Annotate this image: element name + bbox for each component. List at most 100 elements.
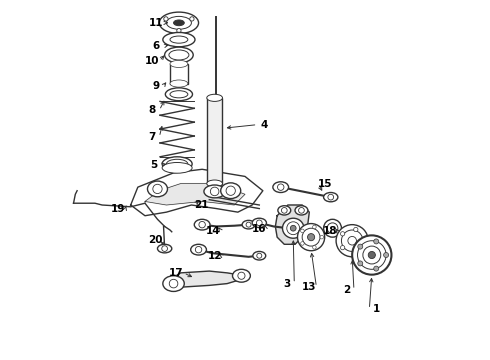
Text: 3: 3 xyxy=(284,279,291,289)
Circle shape xyxy=(341,231,345,236)
Circle shape xyxy=(348,237,356,245)
Polygon shape xyxy=(275,205,309,244)
Text: 17: 17 xyxy=(169,268,184,278)
Circle shape xyxy=(226,186,235,195)
Circle shape xyxy=(169,279,178,288)
Ellipse shape xyxy=(358,241,386,269)
Circle shape xyxy=(281,207,287,213)
Ellipse shape xyxy=(273,182,289,193)
Circle shape xyxy=(354,228,358,231)
Ellipse shape xyxy=(295,206,308,215)
Ellipse shape xyxy=(162,157,192,171)
Circle shape xyxy=(296,227,301,232)
Circle shape xyxy=(358,261,363,266)
Ellipse shape xyxy=(363,246,381,264)
Ellipse shape xyxy=(170,60,188,67)
Circle shape xyxy=(162,246,168,251)
Ellipse shape xyxy=(162,162,192,173)
Ellipse shape xyxy=(302,228,320,246)
Text: 11: 11 xyxy=(149,18,164,28)
Circle shape xyxy=(308,234,315,241)
Ellipse shape xyxy=(253,251,266,260)
Text: 13: 13 xyxy=(302,282,317,292)
Circle shape xyxy=(301,229,304,233)
Circle shape xyxy=(210,187,219,196)
Ellipse shape xyxy=(170,91,188,98)
Polygon shape xyxy=(167,271,245,287)
Text: 21: 21 xyxy=(194,200,209,210)
Polygon shape xyxy=(145,184,245,205)
Ellipse shape xyxy=(147,181,168,197)
Circle shape xyxy=(277,184,284,190)
Circle shape xyxy=(358,244,363,249)
Bar xyxy=(207,98,222,184)
Circle shape xyxy=(354,250,358,254)
Circle shape xyxy=(384,252,389,257)
Text: 1: 1 xyxy=(373,304,380,314)
Ellipse shape xyxy=(191,244,206,255)
Circle shape xyxy=(153,184,162,194)
Text: 19: 19 xyxy=(111,203,125,213)
Ellipse shape xyxy=(220,183,241,199)
Ellipse shape xyxy=(252,218,267,228)
Ellipse shape xyxy=(163,276,184,292)
Circle shape xyxy=(287,222,300,235)
Text: 15: 15 xyxy=(318,179,333,189)
Text: 12: 12 xyxy=(207,251,222,261)
Text: 9: 9 xyxy=(152,81,159,91)
Ellipse shape xyxy=(170,36,188,43)
Text: 10: 10 xyxy=(145,56,159,66)
Ellipse shape xyxy=(336,225,368,257)
Circle shape xyxy=(341,246,345,250)
Ellipse shape xyxy=(163,32,195,47)
Ellipse shape xyxy=(167,17,192,29)
Ellipse shape xyxy=(157,244,172,253)
Text: 6: 6 xyxy=(153,41,160,51)
Ellipse shape xyxy=(169,50,189,60)
Ellipse shape xyxy=(327,223,338,234)
Ellipse shape xyxy=(323,219,342,237)
Circle shape xyxy=(374,266,379,271)
Circle shape xyxy=(164,17,168,21)
Circle shape xyxy=(246,222,251,227)
Ellipse shape xyxy=(278,206,291,215)
Ellipse shape xyxy=(323,193,338,202)
Ellipse shape xyxy=(283,218,304,238)
Text: 2: 2 xyxy=(343,285,350,295)
Circle shape xyxy=(362,239,366,243)
Ellipse shape xyxy=(242,220,255,229)
Circle shape xyxy=(177,28,181,33)
Circle shape xyxy=(256,220,262,226)
Circle shape xyxy=(313,225,316,229)
Ellipse shape xyxy=(232,269,250,282)
Text: 5: 5 xyxy=(150,160,157,170)
Ellipse shape xyxy=(165,47,193,63)
Circle shape xyxy=(368,251,375,258)
Circle shape xyxy=(298,207,304,213)
Ellipse shape xyxy=(194,219,210,230)
Ellipse shape xyxy=(165,88,193,101)
Ellipse shape xyxy=(207,180,222,187)
Ellipse shape xyxy=(159,12,198,33)
Ellipse shape xyxy=(173,20,184,26)
Ellipse shape xyxy=(342,230,363,251)
Ellipse shape xyxy=(297,224,325,251)
Circle shape xyxy=(320,235,323,239)
Circle shape xyxy=(238,272,245,279)
Circle shape xyxy=(257,253,262,258)
Text: 16: 16 xyxy=(251,224,266,234)
Ellipse shape xyxy=(352,235,392,275)
Circle shape xyxy=(190,17,194,21)
Text: 4: 4 xyxy=(261,120,269,130)
Circle shape xyxy=(301,242,304,245)
Circle shape xyxy=(291,225,296,231)
Circle shape xyxy=(328,194,334,200)
Ellipse shape xyxy=(204,185,225,198)
Text: 8: 8 xyxy=(148,105,156,115)
Ellipse shape xyxy=(167,159,188,168)
Ellipse shape xyxy=(170,80,188,87)
Circle shape xyxy=(199,221,205,228)
Bar xyxy=(170,64,188,84)
Text: 18: 18 xyxy=(323,226,337,236)
Text: 20: 20 xyxy=(148,235,163,245)
